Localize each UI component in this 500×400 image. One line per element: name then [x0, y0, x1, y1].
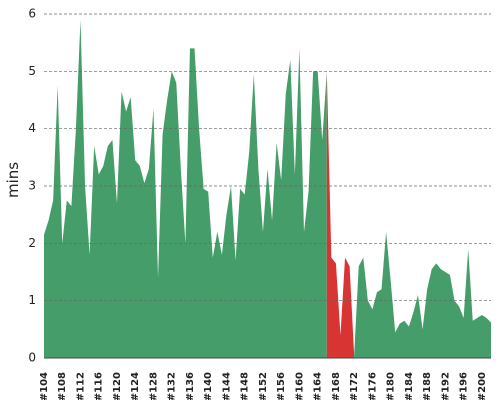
x-tick-label: #180 [386, 372, 397, 400]
x-tick-label: #120 [112, 372, 123, 400]
x-tick-label: #156 [276, 372, 287, 400]
x-tick-label: #136 [185, 372, 196, 400]
x-tick-label: #200 [477, 372, 488, 400]
x-tick-label: #152 [258, 372, 269, 400]
x-tick-label: #188 [422, 372, 433, 400]
x-tick-label: #168 [331, 372, 342, 400]
x-tick-label: #192 [440, 372, 451, 400]
x-tick-label: #148 [240, 372, 251, 400]
y-tick-label: 3 [28, 179, 36, 193]
x-tick-label: #144 [221, 372, 232, 400]
x-tick-label: #112 [75, 372, 86, 400]
x-tick-label: #116 [94, 372, 105, 400]
area [44, 19, 327, 358]
x-tick-label: #140 [203, 372, 214, 400]
x-tick-label: #164 [313, 372, 324, 400]
area [354, 231, 491, 358]
x-tick-label: #184 [404, 372, 415, 400]
y-tick-label: 2 [28, 236, 36, 250]
y-tick-label: 4 [28, 121, 36, 135]
x-tick-label: #108 [57, 372, 68, 400]
x-tick-label: #172 [349, 372, 360, 400]
x-tick-label: #132 [167, 372, 178, 400]
y-axis-label: mins [4, 162, 22, 198]
y-tick-label: 5 [28, 64, 36, 78]
x-tick-label: #196 [459, 372, 470, 400]
y-tick-label: 1 [28, 293, 36, 307]
x-tick-label: #128 [148, 372, 159, 400]
x-tick-label: #176 [367, 372, 378, 400]
y-tick-label: 0 [28, 351, 36, 365]
x-tick-label: #124 [130, 372, 141, 400]
area [326, 71, 355, 358]
x-tick-label: #104 [39, 372, 50, 400]
x-tick-label: #160 [294, 372, 305, 400]
y-tick-label: 6 [28, 7, 36, 21]
